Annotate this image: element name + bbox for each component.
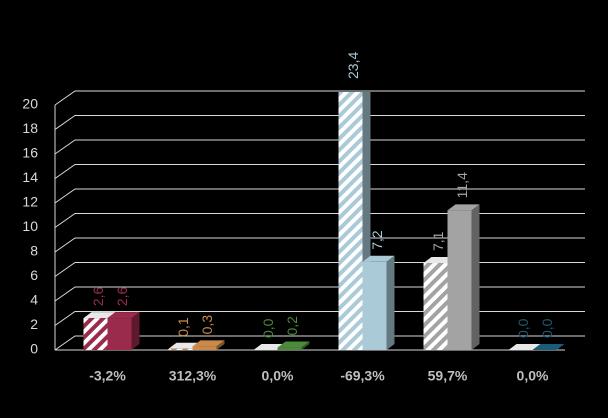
bar-front bbox=[277, 347, 302, 350]
bar-front bbox=[168, 348, 193, 350]
bar-side bbox=[301, 341, 310, 350]
value-label: 0,0 bbox=[515, 318, 531, 338]
value-label: 0,2 bbox=[284, 316, 300, 336]
y-tick-label: 8 bbox=[30, 243, 38, 259]
value-label: 2,6 bbox=[114, 286, 130, 306]
value-label: 7,2 bbox=[369, 230, 385, 250]
y-tick-label: 4 bbox=[30, 292, 38, 308]
bar-top bbox=[277, 341, 310, 348]
x-tick-label: -3,2% bbox=[89, 368, 126, 384]
value-label: 0,0 bbox=[260, 318, 276, 338]
grid-line bbox=[54, 188, 585, 204]
x-tick-label: 312,3% bbox=[169, 368, 217, 384]
bar bbox=[532, 344, 565, 350]
bars bbox=[83, 92, 565, 350]
x-tick-label: -69,3% bbox=[340, 368, 385, 384]
bar bbox=[277, 341, 310, 350]
value-label: 0,1 bbox=[175, 317, 191, 337]
bar-front bbox=[362, 261, 387, 350]
value-label: 23,4 bbox=[345, 52, 361, 79]
grid-line bbox=[54, 213, 585, 228]
bar bbox=[362, 255, 395, 350]
y-tick-label: 10 bbox=[22, 218, 38, 234]
bar-top bbox=[447, 204, 480, 211]
grid-line bbox=[54, 335, 585, 351]
value-label: 11,4 bbox=[454, 172, 470, 198]
bar-top bbox=[532, 344, 565, 350]
grid-line bbox=[54, 286, 585, 302]
value-label: 0,3 bbox=[199, 315, 215, 335]
value-label: 7,1 bbox=[430, 231, 446, 251]
bar-top bbox=[362, 255, 395, 262]
bar bbox=[107, 312, 140, 350]
y-tick-label: 2 bbox=[30, 316, 38, 332]
y-tick-label: 12 bbox=[22, 194, 38, 210]
bar bbox=[192, 340, 225, 350]
bar-front bbox=[107, 318, 132, 350]
y-tick-label: 0 bbox=[30, 341, 38, 357]
bar-front bbox=[192, 346, 217, 350]
bar-top bbox=[508, 344, 541, 350]
x-tick-label: 0,0% bbox=[262, 368, 294, 384]
bar-side bbox=[471, 204, 480, 350]
bar-side bbox=[216, 340, 225, 350]
value-label: 2,6 bbox=[90, 286, 106, 306]
x-tick-label: 59,7% bbox=[428, 368, 468, 384]
bar-front bbox=[83, 318, 108, 350]
bar-side bbox=[386, 255, 395, 350]
bar-front bbox=[423, 263, 448, 350]
y-tick-label: 6 bbox=[30, 267, 38, 283]
grid-line bbox=[54, 262, 585, 277]
bar bbox=[447, 204, 480, 350]
grid-line bbox=[54, 139, 585, 155]
bar-top bbox=[83, 312, 116, 319]
x-tick-label: 0,0% bbox=[517, 368, 549, 384]
bar bbox=[508, 344, 541, 350]
grid-line bbox=[54, 164, 585, 179]
grid-line bbox=[54, 115, 585, 130]
y-tick-label: 14 bbox=[22, 169, 38, 185]
y-tick-label: 18 bbox=[22, 120, 38, 136]
bar-side bbox=[131, 312, 140, 350]
bar-front bbox=[338, 92, 363, 350]
grid-line bbox=[54, 237, 585, 253]
grid-line bbox=[54, 90, 585, 106]
bar-top bbox=[192, 340, 225, 347]
bar-front bbox=[447, 210, 472, 350]
grid-line bbox=[54, 311, 585, 326]
value-label: 0,0 bbox=[539, 318, 555, 338]
y-tick-label: 20 bbox=[22, 96, 38, 112]
bar-top bbox=[107, 312, 140, 319]
y-tick-label: 16 bbox=[22, 145, 38, 161]
